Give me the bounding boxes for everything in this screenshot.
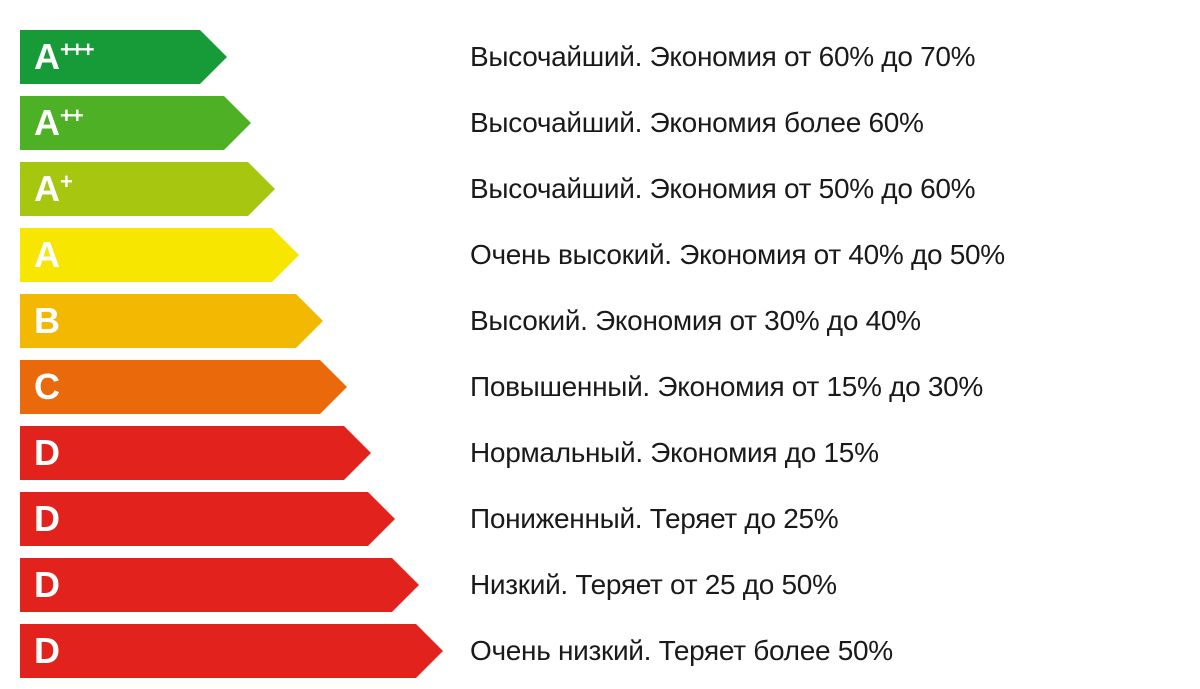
- rating-grade-suffix: ++: [60, 103, 82, 128]
- rating-grade: A+++: [34, 39, 93, 75]
- arrow-head-icon: [368, 492, 395, 546]
- rating-arrow: C: [20, 360, 347, 414]
- arrow-head-icon: [224, 96, 251, 150]
- rating-grade: B: [34, 303, 60, 339]
- rating-description: Высочайший. Экономия от 50% до 60%: [470, 173, 975, 205]
- rating-grade: D: [34, 567, 60, 603]
- rating-grade: C: [34, 369, 60, 405]
- rating-grade-suffix: +++: [60, 37, 93, 62]
- rating-grade: D: [34, 501, 60, 537]
- rating-row: D Низкий. Теряет от 25 до 50%: [20, 558, 1200, 612]
- rating-row: C Повышенный. Экономия от 15% до 30%: [20, 360, 1200, 414]
- rating-arrow: D: [20, 492, 395, 546]
- arrow-head-icon: [416, 624, 443, 678]
- rating-arrow: D: [20, 624, 443, 678]
- rating-grade: D: [34, 633, 60, 669]
- arrow-head-icon: [344, 426, 371, 480]
- rating-arrow: A++: [20, 96, 251, 150]
- arrow-head-icon: [392, 558, 419, 612]
- rating-row: A++ Высочайший. Экономия более 60%: [20, 96, 1200, 150]
- rating-description: Высочайший. Экономия от 60% до 70%: [470, 41, 975, 73]
- rating-row: D Нормальный. Экономия до 15%: [20, 426, 1200, 480]
- rating-description: Низкий. Теряет от 25 до 50%: [470, 569, 837, 601]
- arrow-head-icon: [248, 162, 275, 216]
- rating-grade: A+: [34, 171, 71, 207]
- arrow-head-icon: [320, 360, 347, 414]
- rating-arrow: A+: [20, 162, 275, 216]
- arrow-head-icon: [272, 228, 299, 282]
- rating-grade: D: [34, 435, 60, 471]
- rating-description: Нормальный. Экономия до 15%: [470, 437, 879, 469]
- rating-arrow: A: [20, 228, 299, 282]
- rating-description: Очень высокий. Экономия от 40% до 50%: [470, 239, 1005, 271]
- rating-arrow: D: [20, 426, 371, 480]
- energy-rating-chart: A+++Высочайший. Экономия от 60% до 70%A+…: [0, 0, 1200, 678]
- rating-arrow: A+++: [20, 30, 227, 84]
- rating-grade: A: [34, 237, 60, 273]
- rating-grade: A++: [34, 105, 82, 141]
- rating-description: Высокий. Экономия от 30% до 40%: [470, 305, 921, 337]
- rating-row: A Очень высокий. Экономия от 40% до 50%: [20, 228, 1200, 282]
- rating-arrow: B: [20, 294, 323, 348]
- rating-row: A+++ Высочайший. Экономия от 60% до 70%: [20, 30, 1200, 84]
- arrow-head-icon: [200, 30, 227, 84]
- rating-row: A+ Высочайший. Экономия от 50% до 60%: [20, 162, 1200, 216]
- rating-arrow: D: [20, 558, 419, 612]
- rating-description: Повышенный. Экономия от 15% до 30%: [470, 371, 983, 403]
- rating-description: Очень низкий. Теряет более 50%: [470, 635, 893, 667]
- rating-row: D Очень низкий. Теряет более 50%: [20, 624, 1200, 678]
- rating-grade-suffix: +: [60, 169, 71, 194]
- rating-description: Высочайший. Экономия более 60%: [470, 107, 924, 139]
- rating-row: D Пониженный. Теряет до 25%: [20, 492, 1200, 546]
- arrow-head-icon: [296, 294, 323, 348]
- rating-description: Пониженный. Теряет до 25%: [470, 503, 838, 535]
- rating-row: B Высокий. Экономия от 30% до 40%: [20, 294, 1200, 348]
